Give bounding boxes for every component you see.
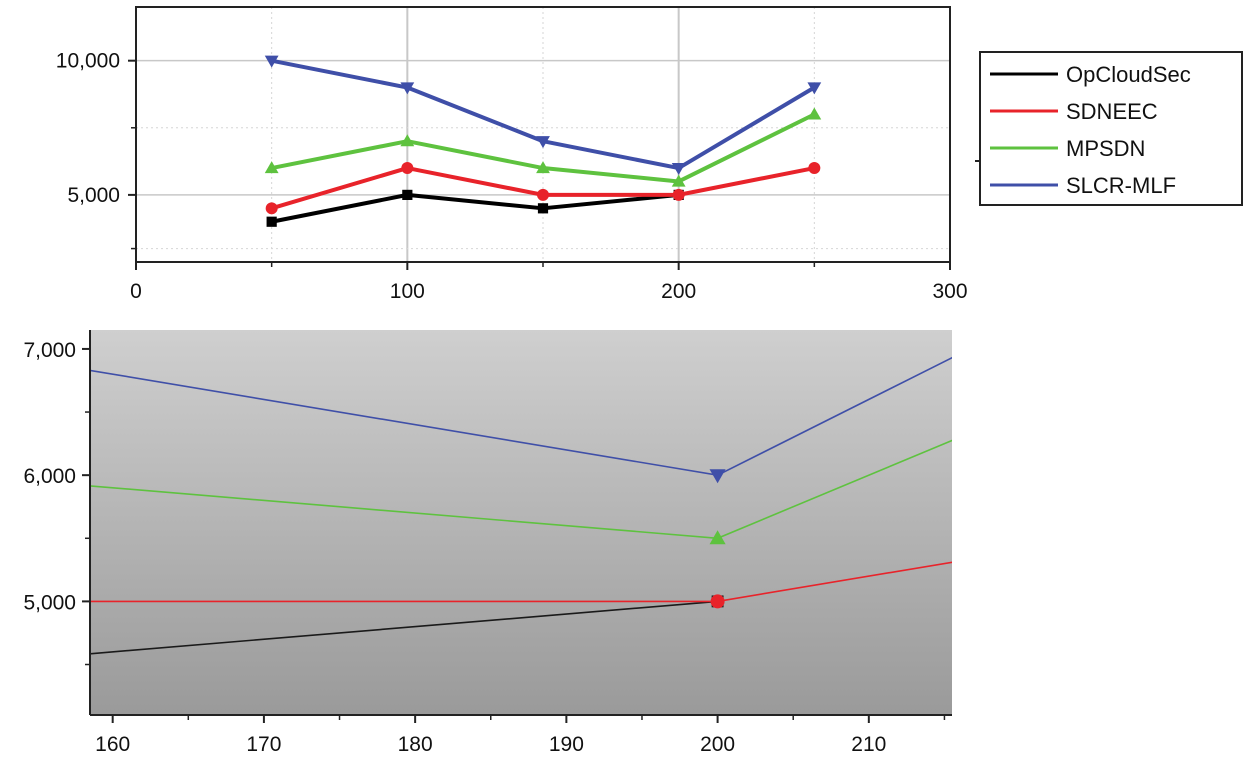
y-tick-label: 5,000 [67, 184, 120, 207]
data-point-mpsdn [264, 161, 279, 174]
main-chart: 5,000 10,000 0 100 200 300 [56, 6, 968, 303]
zoom-axes: 5,000 6,000 7,000 160 170 180 190 200 210 [23, 330, 952, 756]
zoom-y-tick-label: 5,000 [23, 591, 76, 614]
legend-item-slcr-mlf: SLCR-MLF [990, 173, 1176, 198]
data-point-sdneec [808, 162, 821, 175]
legend: OpCloudSec SDNEEC MPSDN SLCR-MLF [975, 51, 1243, 206]
data-point-opcloudsec [537, 203, 549, 214]
zoom-x-tick-label: 190 [549, 733, 584, 756]
legend-label: MPSDN [1066, 136, 1145, 161]
x-tick-label: 100 [390, 280, 425, 303]
data-point-sdneec [265, 202, 278, 215]
zoom-series-opcloudsec [90, 600, 718, 655]
x-tick-label: 0 [130, 280, 142, 303]
main-series [264, 55, 822, 227]
data-point-sdneec [401, 162, 414, 175]
zoom-x-tick-label: 210 [851, 733, 886, 756]
data-point-sdneec [537, 188, 549, 201]
data-point-mpsdn [536, 161, 550, 174]
data-point-slcr-mlf [264, 55, 279, 68]
x-tick-label: 300 [932, 280, 967, 303]
legend-item-mpsdn: MPSDN [990, 136, 1145, 161]
legend-box [979, 51, 1243, 206]
legend-label: SDNEEC [1066, 99, 1158, 124]
zoom-y-tick-label: 7,000 [23, 339, 76, 362]
data-point-sdneec [672, 188, 685, 201]
zoom-x-tick-label: 160 [95, 733, 130, 756]
x-tick-label: 200 [661, 280, 696, 303]
zoom-x-tick-label: 180 [398, 733, 433, 756]
legend-item-opcloudsec: OpCloudSec [990, 62, 1191, 87]
zoom-data-point-sdneec [710, 594, 725, 609]
series-mpsdn [264, 107, 822, 187]
zoom-series [90, 356, 952, 655]
data-point-slcr-mlf [536, 136, 550, 149]
legend-item-sdneec: SDNEEC [990, 99, 1158, 124]
data-point-slcr-mlf [671, 162, 686, 175]
legend-label: SLCR-MLF [1066, 173, 1176, 198]
data-point-mpsdn [671, 174, 686, 187]
zoom-x-tick-label: 170 [246, 733, 281, 756]
data-point-mpsdn [807, 107, 822, 120]
legend-label: OpCloudSec [1066, 62, 1191, 87]
data-point-slcr-mlf [400, 82, 415, 95]
data-point-slcr-mlf [807, 82, 822, 95]
zoom-x-tick-label: 200 [700, 733, 735, 756]
series-line-opcloudsec [271, 192, 679, 224]
zoom-series-line-opcloudsec [90, 600, 718, 655]
series-slcr-mlf [264, 55, 822, 175]
main-axes: 5,000 10,000 0 100 200 300 [56, 50, 968, 303]
zoom-data-point-mpsdn [709, 530, 726, 545]
data-point-mpsdn [400, 134, 415, 147]
zoom-data-point-slcr-mlf [709, 469, 726, 484]
zoom-chart: 5,000 6,000 7,000 160 170 180 190 200 210 [23, 330, 952, 756]
series-sdneec [265, 162, 821, 215]
zoom-y-tick-label: 6,000 [23, 465, 76, 488]
y-tick-label: 10,000 [56, 50, 120, 73]
data-point-opcloudsec [266, 216, 277, 227]
data-point-opcloudsec [402, 189, 413, 200]
